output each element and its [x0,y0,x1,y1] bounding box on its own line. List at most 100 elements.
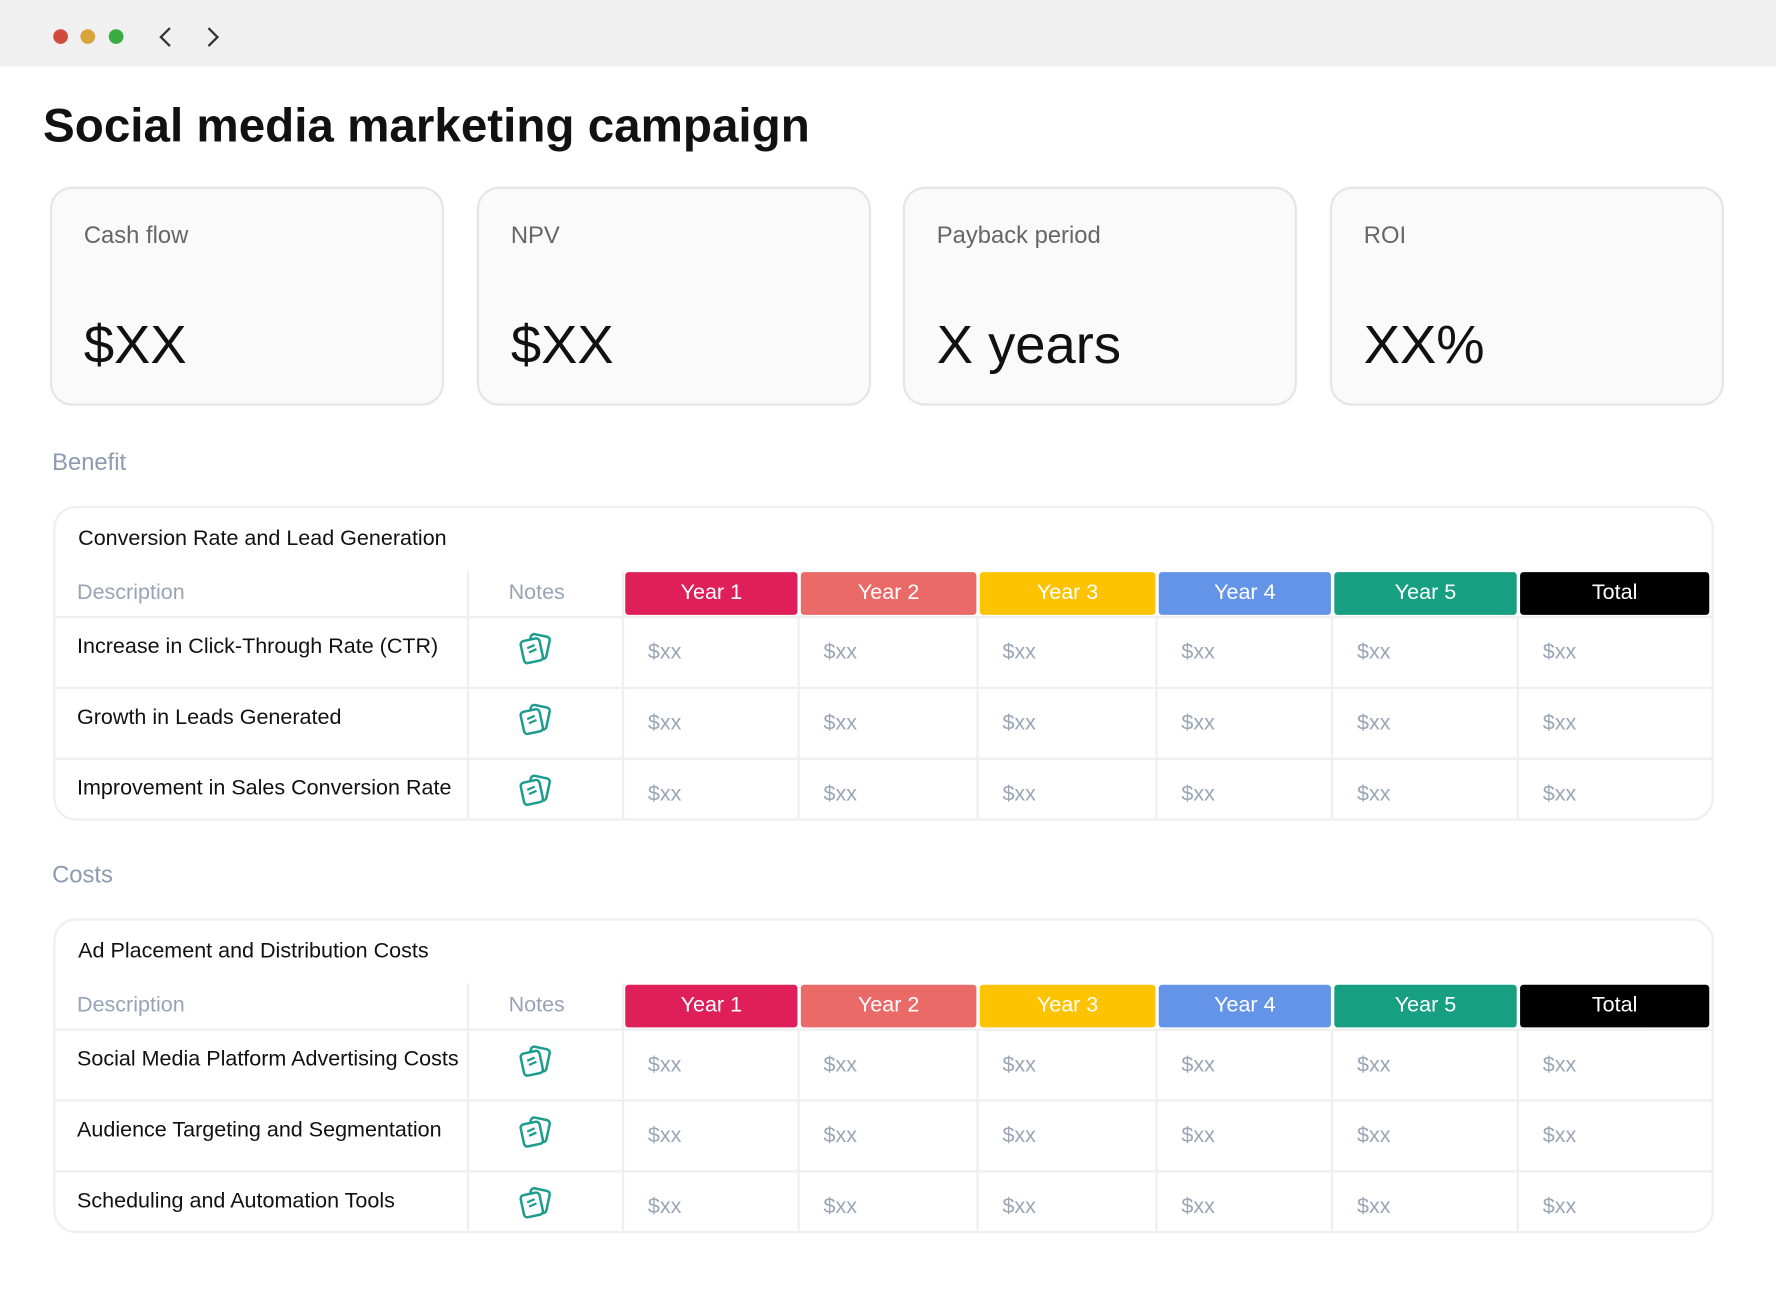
notes-cell [469,1101,625,1171]
value-cell: $xx [1158,759,1334,819]
value-cell: $xx [979,1172,1158,1231]
column-header: Year 2 [800,984,977,1028]
column-header: Year 5 [1334,984,1517,1028]
value-cell: $xx [979,1101,1158,1171]
table-row: Increase in Click-Through Rate (CTR) $xx $… [55,616,1712,687]
value-cell: $xx [1158,1030,1334,1100]
metric-value: XX% [1363,315,1485,376]
value-cell: $xx [800,618,979,687]
value-cell: $xx [624,1030,800,1100]
table-row: Audience Targeting and Segmentation $xx $x… [55,1099,1712,1171]
value-cell: $xx [1333,689,1519,758]
column-header: Year 1 [625,984,798,1028]
value-cell: $xx [800,689,979,758]
value-cell: $xx [1542,1052,1577,1077]
row-description: Audience Targeting and Segmentation [56,1101,469,1171]
close-button[interactable] [53,29,68,44]
column-header: Year 1 [625,572,798,615]
value-cell: $xx [1333,759,1519,819]
value-cell: $xx [979,618,1158,687]
notes-cell [469,618,625,687]
metric-card: ROI XX% [1329,186,1724,406]
value-cell: $xx [624,618,800,687]
value-cell: $xx [624,1172,800,1231]
value-cell: $xx [800,1101,979,1171]
value-cell: $xx [800,759,979,819]
column-header: Year 4 [1158,572,1331,615]
table-row: Social Media Platform Advertising Costs $… [55,1028,1712,1100]
value-cell: $xx [979,759,1158,819]
notes-cell [469,759,625,819]
row-description: Improvement in Sales Conversion Rate [56,759,469,819]
metric-value: X years [936,315,1122,376]
metric-label: Payback period [936,222,1101,249]
table-title: Conversion Rate and Lead Generation [78,527,447,551]
back-arrow[interactable] [159,27,171,47]
value-cell: $xx [624,759,800,819]
column-header: Year 2 [800,572,977,615]
row-description: Growth in Leads Generated [56,689,469,758]
metric-label: ROI [1363,222,1407,249]
row-description: Social Media Platform Advertising Costs [56,1030,469,1100]
value-cell: $xx [979,689,1158,758]
notes-icon[interactable] [519,773,553,807]
row-description: Scheduling and Automation Tools [56,1172,469,1231]
notes-cell [469,1172,625,1231]
notes-icon[interactable] [519,702,553,736]
column-header: Year 5 [1334,572,1517,615]
column-header: Notes [469,571,625,617]
column-header: Year 3 [979,984,1156,1028]
header-row: Description Notes Year 1 Year 2 Year 3 Year 4… [56,983,1712,1029]
column-header: Description [56,983,469,1029]
column-header: Notes [469,983,625,1029]
value-cell: $xx [1333,1101,1519,1171]
metric-value: $XX [510,315,614,376]
section-heading: Benefit [52,449,127,476]
value-cell: $xx [1542,710,1577,735]
notes-cell [469,1030,625,1100]
title-bar [0,0,1776,67]
maximize-button[interactable] [108,29,124,44]
forward-arrow[interactable] [207,27,220,47]
value-cell: $xx [1333,618,1519,687]
table-row: Improvement in Sales Conversion Rate $xx $… [55,757,1712,819]
header-row: Description Notes Year 1 Year 2 Year 3 Year 4… [56,571,1712,617]
row-description: Increase in Click-Through Rate (CTR) [56,618,469,687]
value-cell: $xx [1333,1172,1519,1231]
section-heading: Costs [52,862,113,889]
value-cell: $xx [1158,1101,1334,1171]
column-header: Total [1520,984,1710,1028]
metric-label: Cash flow [83,222,189,249]
notes-icon[interactable] [519,1115,553,1149]
nav-arrows[interactable] [156,25,224,50]
value-cell: $xx [1542,640,1577,664]
column-header: Year 3 [979,572,1156,615]
metric-label: NPV [510,222,560,249]
value-cell: $xx [800,1030,979,1100]
metric-card: NPV $XX [476,186,872,406]
table: Ad Placement and Distribution Costs Descr… [53,918,1714,1234]
value-cell: $xx [1542,1194,1577,1218]
value-cell: $xx [1542,1123,1577,1148]
value-cell: $xx [1158,618,1334,687]
metric-value: $XX [83,315,187,376]
notes-icon[interactable] [519,1185,553,1219]
value-cell: $xx [1542,781,1577,806]
notes-icon[interactable] [519,631,553,665]
value-cell: $xx [624,1101,800,1171]
value-cell: $xx [1158,1172,1334,1231]
value-cell: $xx [1158,689,1334,758]
notes-cell [469,689,625,758]
column-header: Total [1520,572,1710,615]
metric-card: Cash flow $XX [49,186,445,406]
column-header: Year 4 [1158,984,1331,1028]
table-row: Scheduling and Automation Tools $xx $xx $xx… [55,1170,1712,1231]
notes-icon[interactable] [519,1044,553,1078]
table-row: Growth in Leads Generated $xx $xx $xx $xx $xx… [55,686,1712,758]
page-title: Social media marketing campaign [43,98,810,152]
value-cell: $xx [1333,1030,1519,1100]
minimize-button[interactable] [80,29,96,44]
value-cell: $xx [624,689,800,758]
